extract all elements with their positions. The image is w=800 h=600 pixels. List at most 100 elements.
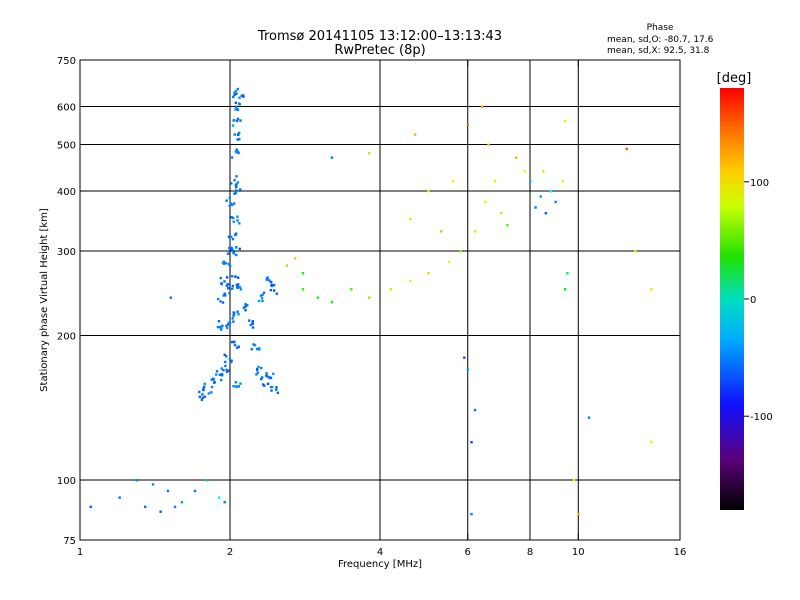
data-point bbox=[233, 91, 236, 94]
data-point bbox=[413, 133, 417, 136]
data-point bbox=[218, 373, 222, 376]
data-point bbox=[506, 223, 509, 227]
data-point bbox=[193, 489, 197, 493]
data-point bbox=[231, 237, 235, 241]
data-point bbox=[275, 386, 278, 389]
data-point bbox=[235, 148, 238, 151]
data-point bbox=[234, 233, 237, 236]
data-point bbox=[350, 288, 353, 291]
data-point bbox=[232, 314, 235, 317]
data-point bbox=[265, 374, 268, 377]
data-point bbox=[529, 179, 532, 183]
data-point bbox=[270, 389, 273, 392]
colorbar-tick-label: 0 bbox=[750, 295, 756, 306]
colorbar-tick-label: -100 bbox=[750, 412, 773, 423]
data-point bbox=[463, 356, 466, 359]
data-point bbox=[235, 246, 238, 249]
data-point bbox=[650, 441, 653, 444]
data-point bbox=[272, 289, 276, 292]
data-point bbox=[257, 347, 261, 350]
data-point bbox=[236, 276, 240, 279]
data-point bbox=[230, 182, 233, 185]
data-point bbox=[650, 288, 653, 291]
data-point bbox=[228, 204, 231, 207]
data-point bbox=[206, 479, 209, 482]
data-point bbox=[237, 151, 240, 155]
data-point bbox=[270, 283, 273, 287]
data-point bbox=[230, 216, 233, 219]
data-point bbox=[231, 340, 234, 344]
data-point bbox=[259, 294, 263, 297]
data-point bbox=[233, 343, 237, 347]
y-tick-label: 750 bbox=[57, 56, 76, 67]
data-point bbox=[466, 123, 470, 127]
data-point bbox=[236, 117, 240, 121]
data-point bbox=[275, 292, 279, 295]
grid-lines bbox=[80, 60, 680, 540]
phase-stats-label: Phase bbox=[647, 23, 674, 33]
data-point bbox=[232, 385, 235, 388]
y-tick-label: 300 bbox=[57, 247, 76, 258]
data-point bbox=[233, 179, 236, 182]
data-point bbox=[223, 353, 226, 357]
data-point bbox=[549, 190, 553, 193]
data-point bbox=[234, 108, 237, 111]
data-point bbox=[118, 496, 121, 499]
colorbar-tick-label: 100 bbox=[750, 178, 769, 189]
y-axis-label: Stationary phase Virtual Height [km] bbox=[39, 208, 50, 392]
data-point bbox=[470, 512, 473, 516]
x-tick-label: 6 bbox=[465, 547, 471, 558]
data-point bbox=[231, 248, 234, 252]
data-point bbox=[222, 368, 225, 372]
data-point bbox=[409, 217, 412, 221]
data-point bbox=[227, 287, 230, 290]
data-point bbox=[219, 300, 222, 303]
y-tick-label: 400 bbox=[57, 187, 76, 198]
axis-ticks: 1 2 4 6 8 10 16 75 100 200 300 400 500 600 750 bbox=[57, 56, 686, 558]
data-point bbox=[238, 222, 241, 225]
data-point bbox=[225, 368, 228, 372]
data-point bbox=[234, 191, 238, 195]
data-point bbox=[235, 189, 238, 192]
data-point bbox=[224, 360, 227, 364]
x-tick-label: 16 bbox=[674, 547, 687, 558]
chart-subtitle: RwPretec (8p) bbox=[334, 43, 425, 58]
data-point bbox=[228, 196, 231, 199]
data-point bbox=[198, 395, 201, 399]
colorbar bbox=[720, 88, 744, 510]
data-point bbox=[285, 264, 289, 267]
data-point bbox=[466, 368, 470, 371]
colorbar-label: [deg] bbox=[717, 71, 752, 86]
data-point bbox=[257, 365, 260, 369]
data-point bbox=[235, 182, 238, 186]
data-point bbox=[235, 151, 238, 154]
data-point bbox=[233, 312, 236, 316]
data-point bbox=[470, 441, 473, 444]
y-tick-label: 200 bbox=[57, 332, 76, 343]
data-point bbox=[229, 248, 232, 251]
data-point bbox=[272, 372, 275, 376]
data-point bbox=[223, 280, 226, 283]
data-point bbox=[89, 505, 92, 509]
data-point bbox=[261, 299, 264, 303]
data-point bbox=[238, 103, 241, 106]
data-point bbox=[515, 156, 518, 159]
data-point bbox=[244, 304, 248, 307]
x-tick-label: 4 bbox=[377, 547, 383, 558]
data-point bbox=[232, 220, 235, 223]
data-point bbox=[173, 505, 177, 509]
data-point bbox=[203, 395, 207, 398]
data-point bbox=[273, 283, 276, 287]
data-point bbox=[247, 319, 251, 322]
data-point bbox=[241, 94, 245, 97]
data-point bbox=[235, 175, 238, 178]
data-point bbox=[330, 156, 334, 159]
data-point bbox=[224, 364, 227, 368]
data-point bbox=[269, 288, 273, 292]
data-point bbox=[224, 262, 228, 265]
data-point bbox=[227, 235, 231, 239]
y-tick-label: 100 bbox=[57, 476, 76, 487]
data-point bbox=[269, 376, 273, 380]
data-point bbox=[227, 262, 231, 266]
data-point bbox=[159, 510, 162, 513]
